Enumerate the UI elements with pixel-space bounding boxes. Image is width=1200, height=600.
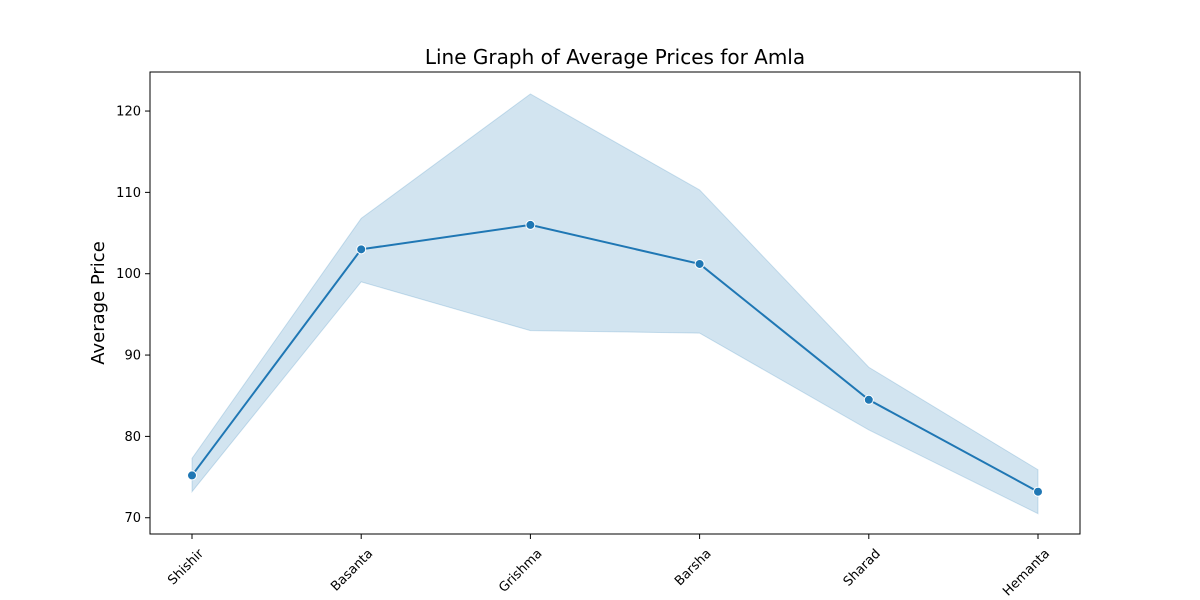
confidence-band [191, 93, 1039, 515]
x-tick-label: Basanta [328, 546, 376, 594]
data-point [863, 394, 874, 405]
plot-frame [149, 71, 1081, 535]
x-tick-label: Barsha [672, 546, 715, 589]
data-point [1033, 486, 1043, 497]
chart-title: Line Graph of Average Prices for Amla [425, 45, 805, 69]
y-tick-label: 120 [116, 105, 141, 120]
y-tick-label: 70 [124, 511, 141, 526]
data-point [525, 219, 536, 230]
y-tick-label: 100 [116, 267, 141, 282]
x-tick-label: Shishir [165, 546, 207, 588]
data-point [356, 244, 367, 255]
y-tick-label: 110 [116, 186, 141, 201]
x-tick-label: Sharad [841, 546, 884, 589]
x-tick-label: Grishma [496, 546, 545, 595]
series-line [191, 223, 1039, 493]
y-tick-label: 90 [124, 349, 141, 364]
y-axis-label: Average Price [88, 241, 109, 365]
data-point [694, 258, 705, 269]
y-tick-label: 80 [124, 430, 141, 445]
x-tick-label: Hemanta [1000, 546, 1053, 599]
data-point [187, 470, 197, 481]
